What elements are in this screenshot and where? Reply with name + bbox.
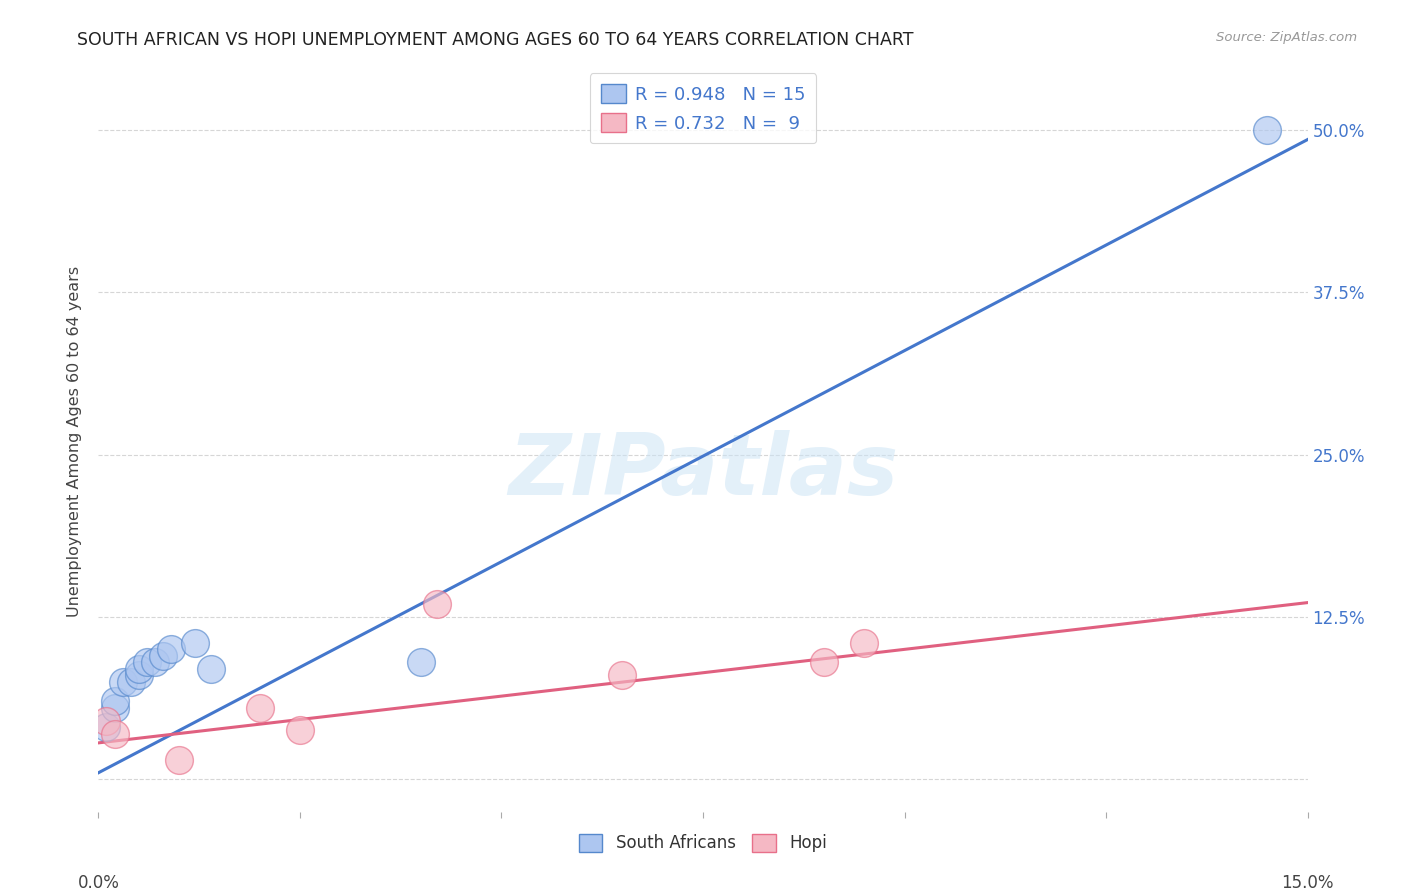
Point [813, 656, 835, 670]
Point [152, 648, 174, 663]
Point [426, 597, 449, 611]
Point [409, 656, 432, 670]
Point [135, 656, 157, 670]
Point [103, 701, 125, 715]
Point [288, 723, 311, 737]
Point [143, 656, 166, 670]
Text: 0.0%: 0.0% [77, 874, 120, 892]
Point [103, 727, 125, 741]
Point [103, 694, 125, 708]
Point [96, 720, 118, 734]
Point [120, 674, 142, 689]
Point [167, 753, 190, 767]
Point [1256, 123, 1278, 137]
Point [111, 674, 134, 689]
Legend: South Africans, Hopi: South Africans, Hopi [572, 827, 834, 859]
Text: ZIPatlas: ZIPatlas [508, 430, 898, 513]
Point [184, 636, 207, 650]
Y-axis label: Unemployment Among Ages 60 to 64 years: Unemployment Among Ages 60 to 64 years [67, 266, 83, 617]
Text: Source: ZipAtlas.com: Source: ZipAtlas.com [1216, 31, 1357, 45]
Point [128, 668, 150, 682]
Point [160, 642, 183, 657]
Text: SOUTH AFRICAN VS HOPI UNEMPLOYMENT AMONG AGES 60 TO 64 YEARS CORRELATION CHART: SOUTH AFRICAN VS HOPI UNEMPLOYMENT AMONG… [77, 31, 914, 49]
Point [853, 636, 876, 650]
Point [200, 662, 222, 676]
Point [96, 714, 118, 728]
Point [612, 668, 634, 682]
Text: 15.0%: 15.0% [1281, 874, 1334, 892]
Point [128, 662, 150, 676]
Point [249, 701, 271, 715]
